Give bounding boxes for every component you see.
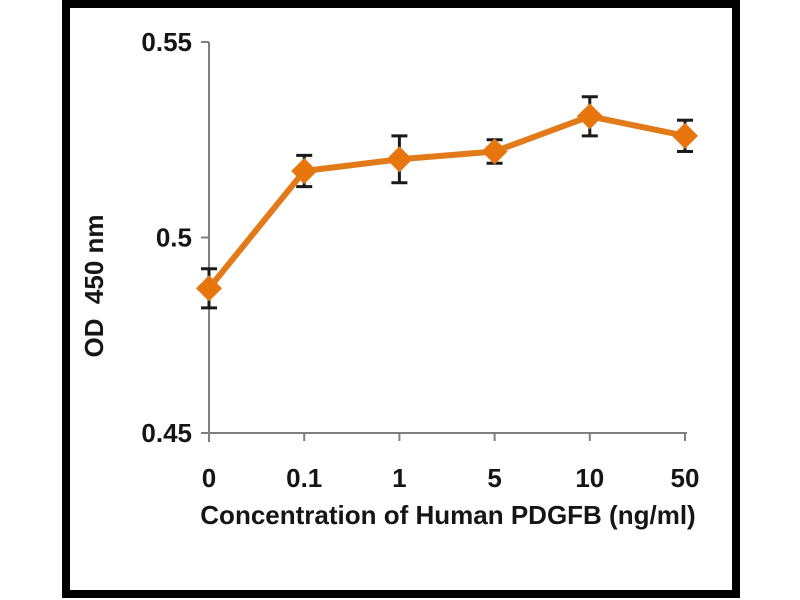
y-tick-label: 0.45 <box>141 418 192 448</box>
axes <box>201 41 687 442</box>
chart-frame <box>62 0 740 598</box>
x-tick-label: 0.1 <box>286 463 322 493</box>
x-tick-label: 1 <box>392 463 406 493</box>
data-point-marker <box>291 157 318 185</box>
data-point-marker <box>576 103 603 130</box>
data-point-marker <box>671 122 699 149</box>
data-point-marker <box>195 275 223 302</box>
data-point-marker <box>386 146 413 173</box>
x-tick-label: 0 <box>202 463 216 493</box>
data-point-markers <box>195 103 699 302</box>
x-tick-label: 5 <box>487 463 501 493</box>
data-series <box>206 113 688 292</box>
data-point-marker <box>481 138 508 165</box>
x-tick-label: 10 <box>575 463 604 493</box>
series-line <box>206 113 688 292</box>
x-axis-title: Concentration of Human PDGFB (ng/ml) <box>200 500 695 530</box>
y-tick-label: 0.5 <box>156 223 192 253</box>
tick-labels: 0.45 0.5 0.55 0 0.1 1 5 10 50 <box>141 27 699 493</box>
y-axis-title: OD 450 nm <box>79 214 109 357</box>
x-tick-label: 50 <box>671 463 700 493</box>
y-tick-label: 0.55 <box>141 27 192 57</box>
